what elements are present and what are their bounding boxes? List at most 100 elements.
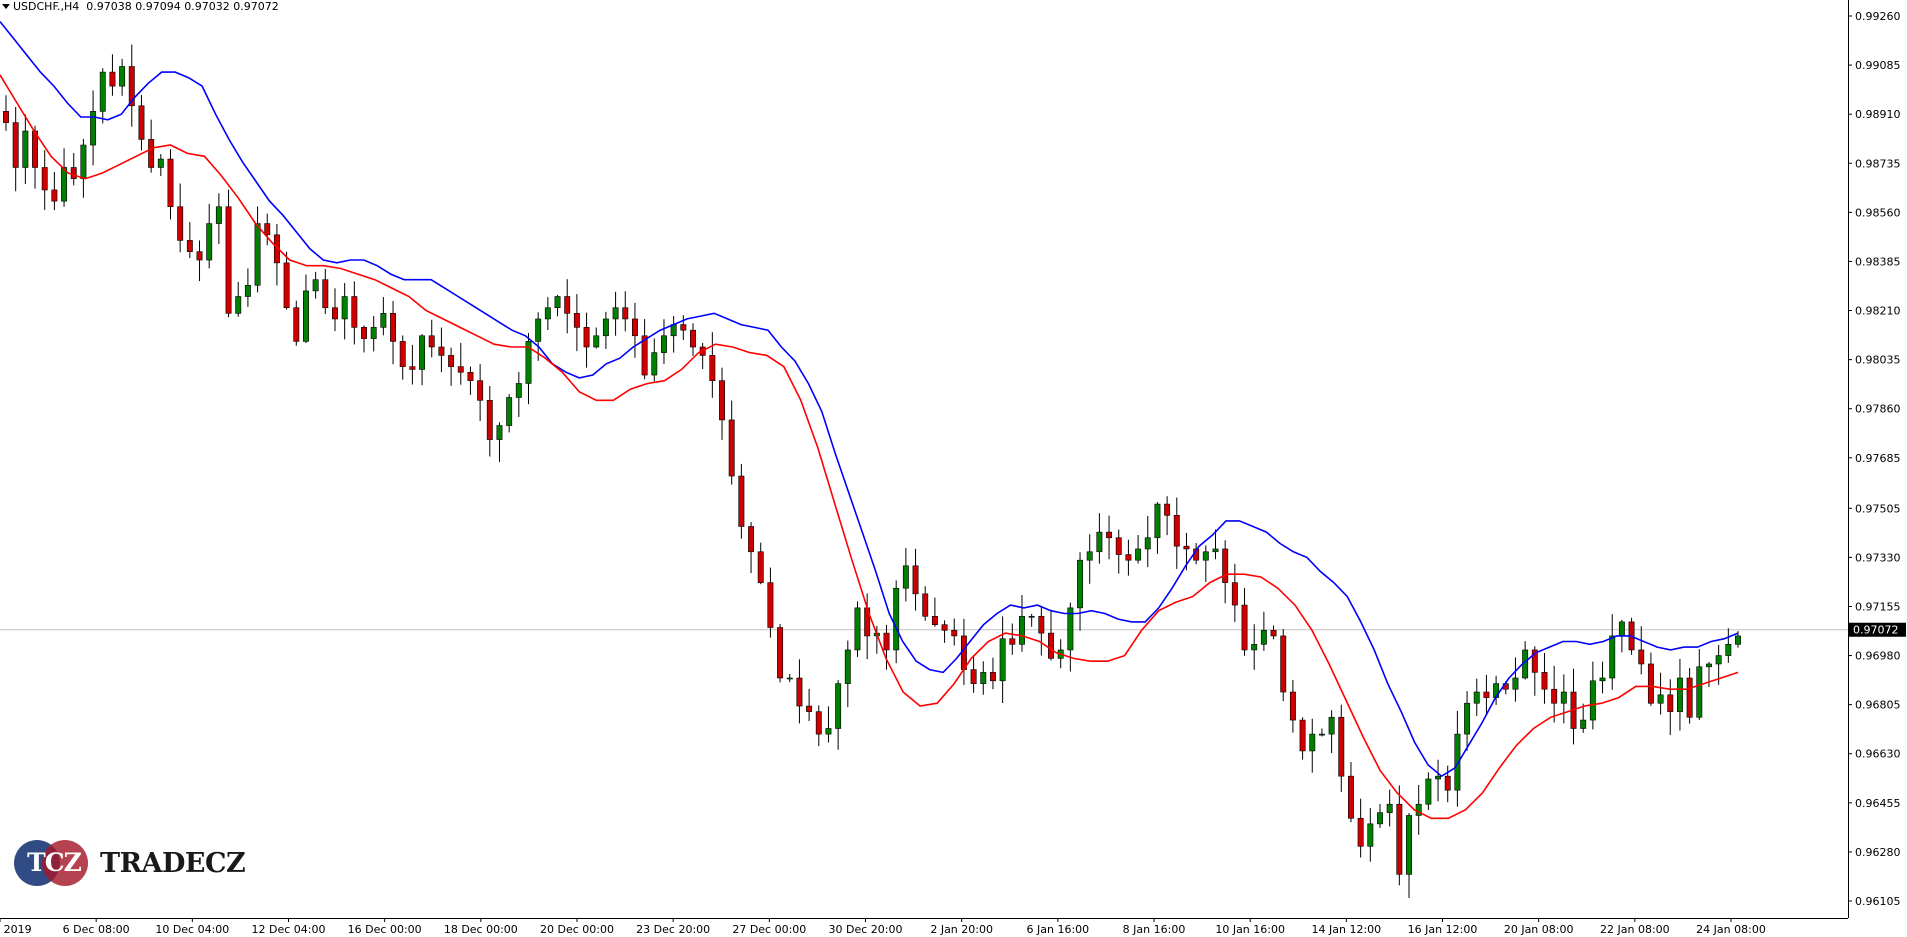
time-tick-label: 20 Dec 00:00 [540,923,614,936]
candle-body [1435,775,1442,780]
candle-body [254,223,261,286]
time-tick-label: 12 Dec 04:00 [252,923,326,936]
candle-body [893,587,900,651]
candle-body [215,206,222,224]
candle-body [1396,803,1403,875]
candle-body [1289,691,1296,721]
candle-body [177,206,184,241]
candle-body [1715,655,1722,665]
time-tick-label: 20 Jan 08:00 [1504,923,1574,936]
candle-body [70,167,77,179]
candle-body [399,341,406,367]
time-tick-label: 23 Dec 20:00 [636,923,710,936]
candle-body [525,341,532,384]
candle-body [709,355,716,381]
candle-body [167,158,174,208]
candle-body [1638,649,1645,665]
candle-body [1686,677,1693,718]
candle-body [535,318,542,342]
candle-body [361,327,367,339]
candle-body [1048,632,1054,659]
ohlc-values: 0.97038 0.97094 0.97032 0.97072 [86,0,279,13]
candle-body [796,677,803,707]
logo-abbreviation: TCZ [27,848,82,877]
red-moving-average-line [0,74,1739,820]
price-tick-label: 0.96805 [1855,699,1901,712]
candle-body [1280,635,1287,693]
candle-body [1706,663,1712,668]
candle-body [1019,615,1025,645]
candle-body [941,624,948,631]
candle-body [1386,803,1393,813]
candle-body [728,419,735,477]
price-tick-label: 0.96455 [1855,797,1901,810]
candle-body [1406,815,1412,875]
candle-body [951,630,958,637]
candle-body [661,335,667,353]
candle-body [448,355,455,367]
candle-body [1483,691,1490,698]
candle-body [1425,778,1432,805]
symbol-header[interactable]: USDCHF.,H4 0.97038 0.97094 0.97032 0.970… [0,0,279,14]
candle-body [912,565,919,595]
time-tick-label: 22 Jan 08:00 [1600,923,1670,936]
candle-body [1251,644,1258,651]
price-tick-label: 0.97330 [1855,551,1901,564]
candle-body [428,335,435,348]
candle-body [477,380,484,401]
candle-body [1086,551,1093,561]
chart-frame [0,0,1849,919]
price-tick-label: 0.96980 [1855,650,1901,663]
candle-body [573,313,580,328]
candle-body [515,383,522,398]
moving-averages [0,21,1739,820]
candle-body [1531,649,1538,673]
candle-body [1038,615,1045,634]
candle-body [1231,582,1238,606]
candle-body [806,705,813,712]
time-tick-label: 30 Dec 20:00 [829,923,903,936]
price-tick-label: 0.97685 [1855,452,1901,465]
candle-body [206,223,213,261]
candle-body [631,318,638,337]
time-tick-label: 27 Dec 00:00 [732,923,806,936]
candle-body [244,284,251,297]
candle-body [1735,635,1741,645]
candle-body [1444,775,1451,791]
candle-body [767,582,774,628]
candle-body [186,240,193,252]
candle-body [1580,719,1587,729]
time-tick-label: 14 Jan 12:00 [1312,923,1382,936]
candle-body [1115,537,1122,555]
candle-body [1657,694,1664,704]
time-tick-label: 6 Dec 08:00 [63,923,130,936]
candle-body [1348,775,1354,819]
candle-body [109,71,116,87]
candle-body [283,262,290,309]
candle-body [302,290,309,342]
candle-body [825,728,832,735]
candle-body [1618,621,1625,637]
dropdown-triangle-icon[interactable] [2,4,10,9]
candle-body [670,324,677,337]
candle-body [641,335,648,376]
candle-body [322,279,329,309]
candle-body [99,71,106,112]
candle-body [602,318,609,337]
price-tick-label: 0.98385 [1855,255,1901,268]
price-axis: 0.99260 0.99085 0.98910 0.98735 0.98560 0.983… [1848,10,1906,908]
candle-body [738,475,745,527]
candle-body [883,632,890,651]
time-tick-label: 10 Dec 04:00 [155,923,229,936]
time-tick-label: 8 Jan 16:00 [1123,923,1186,936]
current-price-label: 0.97072 [1853,624,1899,637]
candle-body [496,425,503,440]
candle-body [61,167,68,202]
candle-body [1299,719,1306,752]
candles [3,44,1741,899]
time-tick-label: 16 Dec 00:00 [348,923,422,936]
candle-body [1241,604,1248,651]
candle-body [989,672,996,682]
candle-body [225,206,232,314]
